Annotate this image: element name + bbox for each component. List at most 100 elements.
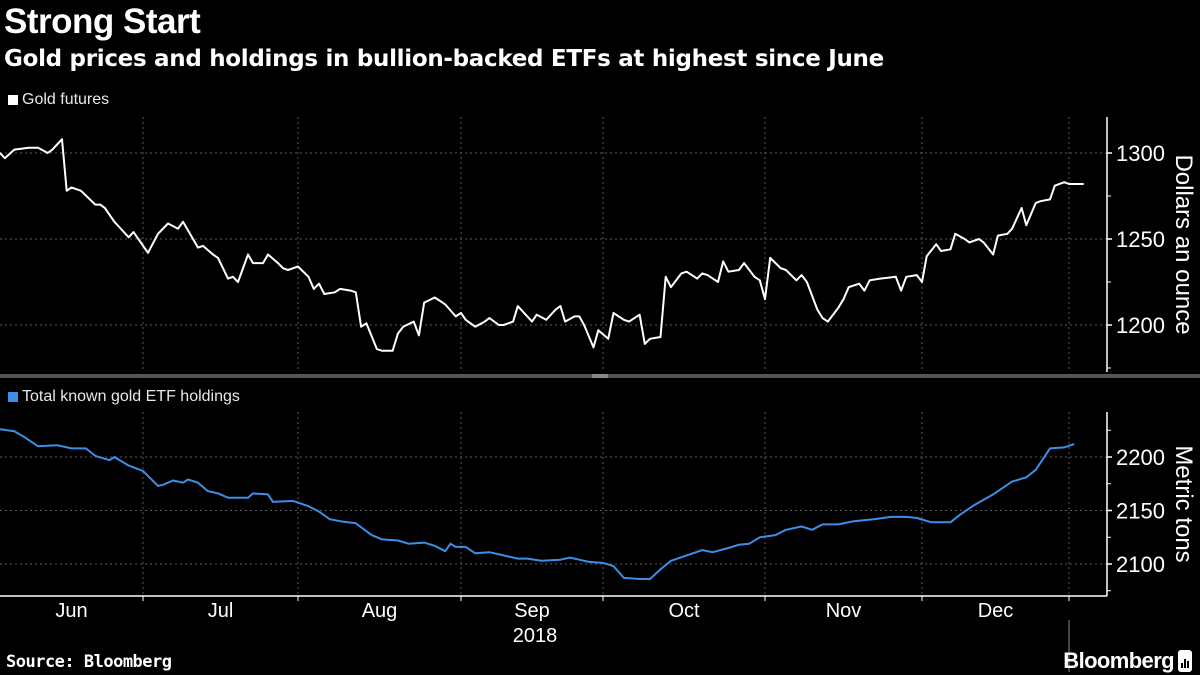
data-point <box>711 551 714 554</box>
data-point <box>37 445 39 448</box>
data-point <box>217 492 219 495</box>
panel-divider-handle <box>592 374 608 378</box>
data-point <box>444 303 447 306</box>
data-point <box>649 337 651 340</box>
data-point <box>664 276 667 278</box>
data-point <box>99 203 101 206</box>
data-point <box>540 559 543 562</box>
y-tick-label: 2100 <box>1116 552 1165 577</box>
data-point <box>821 523 824 526</box>
data-point <box>517 305 519 307</box>
data-point <box>212 253 214 256</box>
data-point <box>612 565 615 567</box>
data-point <box>874 518 876 520</box>
data-point <box>142 470 144 472</box>
data-point <box>349 289 352 292</box>
data-point <box>588 561 590 563</box>
data-point <box>182 481 184 484</box>
y-tick-label: 1200 <box>1116 313 1165 338</box>
data-point <box>391 350 394 352</box>
data-point <box>147 251 149 254</box>
data-point <box>56 444 58 447</box>
data-point <box>80 190 82 192</box>
data-point <box>94 203 97 206</box>
data-point <box>978 238 980 240</box>
data-point <box>915 274 918 276</box>
data-point <box>1035 202 1037 204</box>
data-point <box>85 447 87 450</box>
data-point <box>197 481 199 484</box>
data-point <box>900 289 902 292</box>
data-point <box>454 546 457 548</box>
data-point <box>104 207 106 209</box>
data-point <box>670 559 672 562</box>
data-point <box>113 456 116 458</box>
data-point <box>227 277 229 280</box>
data-point <box>167 222 169 225</box>
data-point <box>949 248 952 251</box>
data-point <box>334 291 336 294</box>
data-point <box>187 229 189 232</box>
data-point <box>412 320 415 323</box>
data-point <box>837 523 840 526</box>
data-point <box>837 307 840 309</box>
data-point <box>954 233 956 235</box>
data-point <box>821 317 824 319</box>
x-tick-label-sep: Sep <box>514 600 550 622</box>
data-point <box>644 343 646 345</box>
data-point <box>132 231 135 233</box>
data-point <box>488 317 491 319</box>
data-point <box>992 493 994 496</box>
data-point <box>659 568 662 571</box>
data-point <box>1072 443 1075 445</box>
data-point <box>498 324 500 326</box>
x-tick-label-dec: Dec <box>978 600 1014 622</box>
data-point <box>464 546 467 548</box>
data-point <box>474 325 477 328</box>
data-point <box>177 227 179 230</box>
data-point <box>318 510 320 513</box>
data-point <box>738 269 740 271</box>
data-point <box>267 493 269 496</box>
data-point <box>628 320 630 323</box>
data-point <box>70 186 73 189</box>
data-point <box>968 241 971 244</box>
data-point <box>483 320 486 323</box>
data-point <box>921 281 923 283</box>
data-point <box>517 557 519 560</box>
data-point <box>1082 183 1085 185</box>
data-point <box>187 478 189 481</box>
data-point <box>769 257 772 259</box>
data-point <box>1011 227 1013 230</box>
data-point <box>157 485 159 487</box>
data-point <box>381 538 383 541</box>
data-point <box>1006 233 1009 235</box>
data-point <box>564 320 566 323</box>
data-point <box>307 276 310 278</box>
x-tick-label-jun: Jun <box>55 600 87 622</box>
data-point <box>365 322 368 325</box>
data-point <box>227 496 229 499</box>
data-point <box>433 545 436 547</box>
data-point <box>433 296 436 299</box>
data-point <box>800 274 803 276</box>
data-point <box>670 286 672 288</box>
data-point <box>287 269 289 271</box>
data-point <box>474 552 477 555</box>
data-point <box>827 320 829 323</box>
data-point <box>1068 183 1070 185</box>
data-point <box>863 289 866 292</box>
data-point <box>423 301 425 304</box>
data-point <box>963 238 966 240</box>
y-tick-label: 2150 <box>1116 499 1165 524</box>
data-point <box>1053 184 1056 187</box>
data-point <box>935 243 938 245</box>
data-point <box>423 541 425 544</box>
data-point <box>592 346 595 349</box>
data-point <box>573 315 576 318</box>
data-point <box>727 270 730 273</box>
data-point <box>355 291 357 294</box>
data-point <box>376 348 378 350</box>
chart-title: Strong Start <box>4 2 201 41</box>
